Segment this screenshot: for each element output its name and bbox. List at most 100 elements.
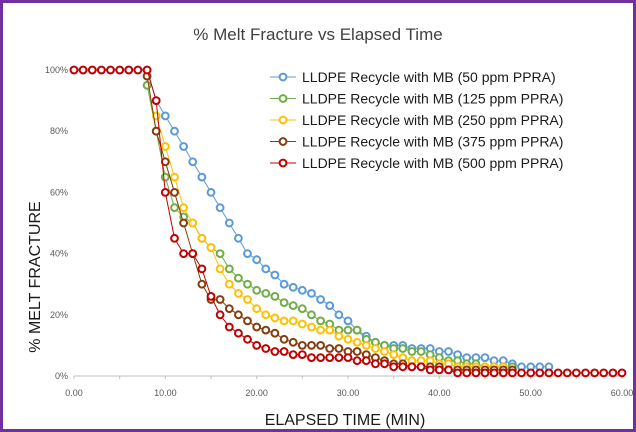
data-point [87,65,97,75]
data-point [316,341,326,350]
legend-item: LLDPE Recycle with MB (50 ppm PPRA) [270,69,556,85]
legend-swatch-marker [278,94,288,103]
data-point [371,344,380,353]
legend-item: LLDPE Recycle with MB (500 ppm PPRA) [270,155,563,171]
data-point [316,316,326,326]
data-point [69,65,79,75]
legend-swatch-marker [278,158,288,168]
data-point [197,233,207,243]
data-point [215,295,225,304]
x-tick-label: 60.00 [611,388,634,398]
legend-label: LLDPE Recycle with MB (125 ppm PPRA) [302,91,563,107]
data-point [115,65,125,75]
data-point [179,249,189,259]
x-tick-label: 20.00 [245,388,268,398]
data-point [535,368,545,378]
data-point [252,322,262,332]
legend: LLDPE Recycle with MB (50 ppm PPRA) LLDPE… [270,69,563,171]
legend-label: LLDPE Recycle with MB (250 ppm PPRA) [302,112,563,128]
y-tick-label: 20% [50,310,68,320]
data-point [334,310,344,320]
data-point [279,298,289,308]
data-point [270,347,280,356]
data-point [553,368,563,378]
data-point [398,344,408,353]
data-point [243,334,252,344]
data-point [599,368,609,378]
data-point [489,368,499,378]
series-group [69,65,627,378]
data-point [215,264,225,274]
data-point [288,316,298,326]
data-point [188,218,198,228]
data-point [279,279,289,289]
data-point [608,368,618,378]
x-tick-label: 40.00 [428,388,451,398]
data-point [170,233,179,243]
data-point [142,65,152,75]
data-point [288,301,298,311]
data-point [179,218,189,228]
data-point [581,368,590,378]
data-point [133,65,143,75]
y-tick-label: 0% [55,371,68,381]
data-point [288,282,298,292]
data-point [206,292,216,301]
data-point [590,368,599,378]
data-point [462,368,472,378]
data-point [261,310,271,320]
data-point [261,325,271,335]
data-point [316,295,326,304]
data-point [407,347,417,356]
x-tick-label: 0.00 [65,388,83,398]
data-point [243,249,252,259]
data-point [234,273,243,283]
data-point [389,362,399,372]
data-point [215,203,225,213]
series-5 [69,65,627,378]
data-point [398,362,408,372]
data-point [517,368,526,378]
data-point [508,368,517,378]
legend-swatch-marker [278,115,288,125]
data-point [325,325,335,335]
data-point [416,362,426,372]
data-point [453,368,463,378]
data-point [270,328,280,338]
data-point [78,65,88,75]
legend-item: LLDPE Recycle with MB (125 ppm PPRA) [270,91,563,107]
data-point [434,365,444,375]
data-point [243,295,252,304]
data-point [571,368,581,378]
data-point [170,188,179,197]
legend-label: LLDPE Recycle with MB (500 ppm PPRA) [302,155,563,171]
x-tick-label: 50.00 [519,388,542,398]
y-tick-label: 40% [50,249,68,259]
data-point [325,353,335,363]
data-point [371,359,380,369]
data-point [160,188,170,197]
data-point [562,368,572,378]
series-2 [142,80,517,372]
legend-label: LLDPE Recycle with MB (375 ppm PPRA) [302,134,563,150]
data-point [480,353,490,363]
data-point [206,243,216,252]
data-point [252,304,262,314]
data-point [307,310,316,320]
data-point [307,353,316,363]
data-point [343,325,353,335]
data-point [544,368,554,378]
data-point [380,347,389,356]
data-point [617,368,627,378]
data-point [160,172,170,182]
legend-item: LLDPE Recycle with MB (250 ppm PPRA) [270,112,563,128]
data-point [179,203,189,213]
data-point [297,285,307,295]
data-point [215,249,225,259]
x-tick-label: 30.00 [337,388,360,398]
data-point [352,337,362,347]
y-tick-label: 80% [50,126,68,136]
data-point [334,331,344,341]
data-point [270,292,280,301]
